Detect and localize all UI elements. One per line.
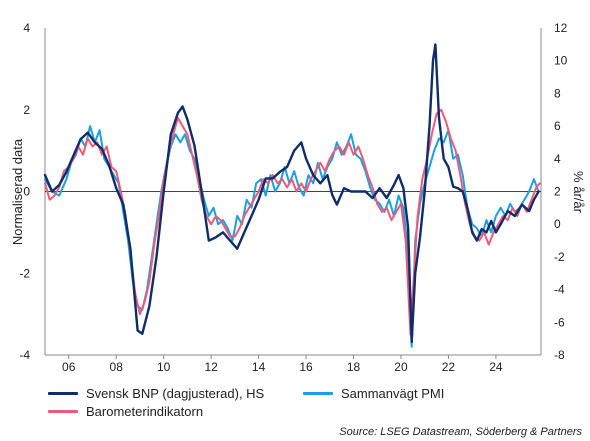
x-tick-label: 06 xyxy=(62,360,76,374)
x-tick-label: 24 xyxy=(489,360,503,374)
right-tick-label: 2 xyxy=(554,185,561,199)
right-tick-label: 12 xyxy=(554,21,568,35)
legend-label-pmi: Sammanvägt PMI xyxy=(341,386,445,401)
series-line-pmi xyxy=(44,125,540,348)
y-axis-label-left: Normaliserad data xyxy=(10,138,25,245)
source-note: Source: LSEG Datastream, Söderberg & Par… xyxy=(339,426,582,438)
right-tick-label: 0 xyxy=(554,217,561,231)
x-axis-ticks: 06 08 10 12 14 16 18 20 22 24 xyxy=(62,355,503,374)
x-tick-label: 12 xyxy=(204,360,218,374)
x-tick-label: 16 xyxy=(299,360,313,374)
series-layer xyxy=(43,43,541,348)
x-tick-label: 10 xyxy=(157,360,171,374)
left-tick-label: 2 xyxy=(23,103,30,117)
legend-label-bnp: Svensk BNP (dagjusterad), HS xyxy=(86,386,265,401)
series-line-barometer xyxy=(44,108,541,336)
legend-item-pmi: Sammanvägt PMI xyxy=(303,386,444,401)
right-tick-label: -8 xyxy=(554,348,565,362)
x-tick-label: 22 xyxy=(442,360,456,374)
legend-swatch-pmi xyxy=(303,392,333,395)
right-tick-label: -2 xyxy=(554,250,565,264)
right-y-axis-ticks: -8 -6 -4 -2 0 2 4 6 8 10 12 xyxy=(554,21,568,362)
left-y-axis-ticks: -4 -2 0 2 4 xyxy=(19,21,30,362)
right-tick-label: -6 xyxy=(554,315,565,329)
x-tick-label: 08 xyxy=(110,360,124,374)
legend-swatch-bnp xyxy=(48,392,78,395)
x-tick-label: 14 xyxy=(252,360,266,374)
left-tick-label: 4 xyxy=(23,21,30,35)
x-tick-label: 18 xyxy=(347,360,361,374)
series-line-bnp xyxy=(43,43,540,344)
left-tick-label: -4 xyxy=(19,348,30,362)
legend-item-bnp: Svensk BNP (dagjusterad), HS xyxy=(48,386,264,401)
right-tick-label: 4 xyxy=(554,152,561,166)
legend-item-barometer: Barometerindikatorn xyxy=(48,404,203,419)
y-axis-label-right: % år/år xyxy=(571,171,586,214)
legend-swatch-barometer xyxy=(48,410,78,413)
right-tick-label: 8 xyxy=(554,86,561,100)
left-tick-label: -2 xyxy=(19,266,30,280)
x-tick-label: 20 xyxy=(394,360,408,374)
right-tick-label: -4 xyxy=(554,283,565,297)
legend-label-barometer: Barometerindikatorn xyxy=(86,404,204,419)
right-tick-label: 10 xyxy=(554,54,568,68)
left-tick-label: 0 xyxy=(23,185,30,199)
right-tick-label: 6 xyxy=(554,119,561,133)
